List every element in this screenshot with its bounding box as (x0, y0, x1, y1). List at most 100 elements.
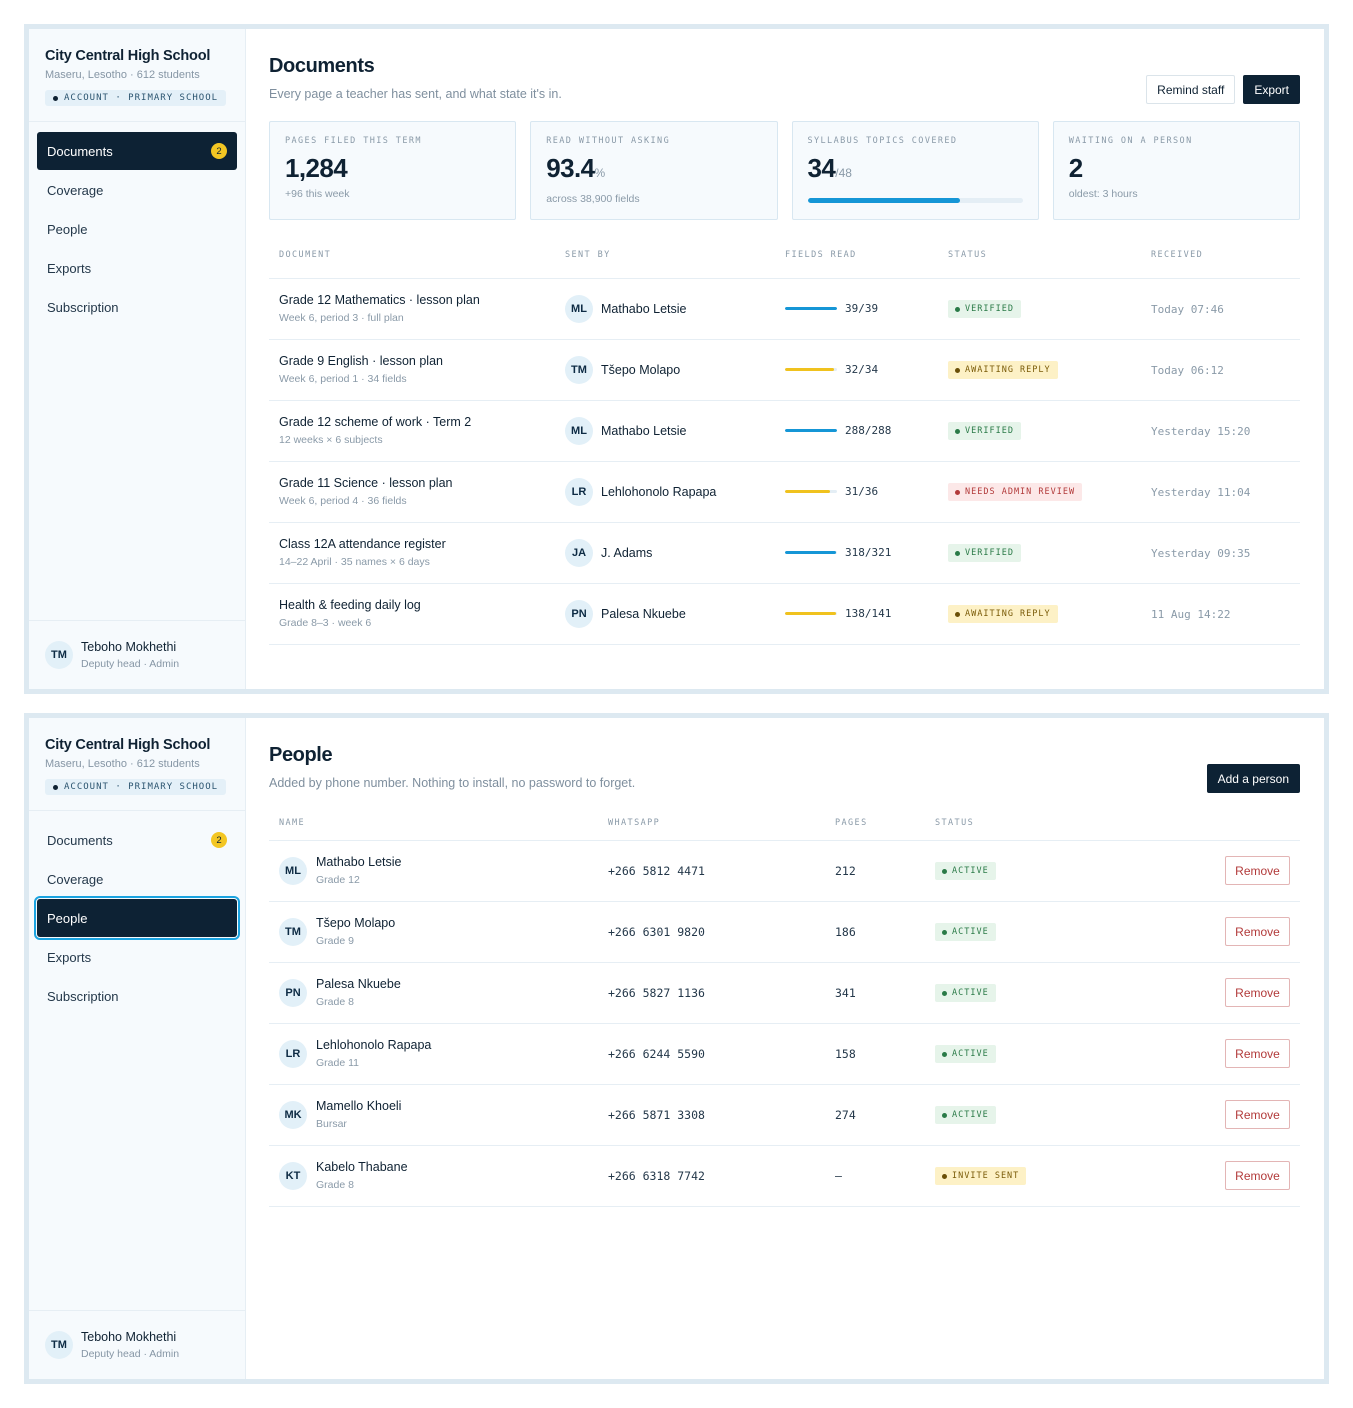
pages-count: – (835, 1168, 842, 1183)
sidebar-item-label: Documents (47, 143, 113, 159)
table-row[interactable]: Health & feeding daily log Grade 8–3 · we… (269, 583, 1300, 645)
user-role: Deputy head · Admin (81, 1348, 180, 1360)
document-name[interactable]: Grade 12 Mathematics · lesson plan (279, 293, 480, 307)
stat-sub: across 38,900 fields (546, 193, 640, 205)
document-name[interactable]: Health & feeding daily log (279, 598, 421, 612)
dot-icon (942, 868, 947, 874)
person-text: Palesa Nkuebe Grade 8 (316, 977, 401, 1008)
whatsapp-number: +266 6244 5590 (608, 1046, 705, 1061)
status-badge: ACTIVE (935, 1045, 996, 1064)
sidebar-item-label: Documents (47, 832, 113, 848)
fields-count: 31/36 (845, 485, 879, 498)
person: MK Mamello Khoeli Bursar (279, 1099, 598, 1130)
whatsapp-number: +266 5871 3308 (608, 1107, 705, 1122)
person: LR Lehlohonolo Rapapa Grade 11 (279, 1038, 598, 1069)
fields-bar-fill (785, 612, 836, 615)
sidebar-nav: Documents 2 Coverage People Exports Subsc… (29, 811, 245, 1026)
avatar: LR (565, 477, 593, 506)
school-header: City Central High School Maseru, Lesotho… (29, 718, 245, 811)
sidebar-item-exports[interactable]: Exports (37, 249, 237, 287)
actions-cell: Remove (1155, 840, 1300, 902)
status-badge: ACTIVE (935, 984, 996, 1003)
table-row[interactable]: Grade 12 scheme of work · Term 2 12 weeks… (269, 400, 1300, 462)
person-role: Grade 11 (316, 1057, 359, 1069)
remove-button[interactable]: Remove (1225, 978, 1290, 1007)
school-location: Maseru, Lesotho · 612 students (45, 69, 200, 81)
sender: LR Lehlohonolo Rapapa (565, 477, 775, 506)
sender-cell: ML Mathabo Letsie (555, 400, 775, 462)
sidebar-item-documents[interactable]: Documents 2 (37, 821, 237, 859)
table-row[interactable]: Grade 12 Mathematics · lesson plan Week 6… (269, 278, 1300, 340)
export-button[interactable]: Export (1243, 75, 1300, 104)
sidebar-item-label: Subscription (47, 299, 119, 315)
fields-count: 318/321 (845, 546, 892, 559)
dot-icon (955, 367, 960, 373)
sidebar-item-coverage[interactable]: Coverage (37, 171, 237, 209)
status-cell: VERIFIED (938, 400, 1141, 462)
document-name[interactable]: Grade 12 scheme of work · Term 2 (279, 415, 472, 429)
sidebar-item-subscription[interactable]: Subscription (37, 288, 237, 326)
person: TM Tšepo Molapo Grade 9 (279, 916, 598, 947)
sidebar-item-people[interactable]: People (37, 210, 237, 248)
person-role: Grade 9 (316, 935, 354, 947)
sender: PN Palesa Nkuebe (565, 599, 775, 628)
document-cell: Grade 9 English · lesson plan Week 6, per… (269, 339, 555, 401)
status-label: ACTIVE (952, 988, 989, 999)
remove-button[interactable]: Remove (1225, 917, 1290, 946)
document-name[interactable]: Grade 9 English · lesson plan (279, 354, 443, 368)
fields-count: 138/141 (845, 607, 892, 620)
sidebar-item-exports[interactable]: Exports (37, 938, 237, 976)
sender-cell: JA J. Adams (555, 522, 775, 584)
person-name: Lehlohonolo Rapapa (316, 1038, 432, 1052)
user-profile[interactable]: TM Teboho Mokhethi Deputy head · Admin (29, 620, 245, 689)
sidebar-item-people[interactable]: People (34, 896, 240, 940)
progress-fill (807, 198, 961, 203)
remove-button[interactable]: Remove (1225, 1100, 1290, 1129)
status-cell: NEEDS ADMIN REVIEW (938, 461, 1141, 523)
remind-staff-button[interactable]: Remind staff (1146, 75, 1236, 104)
sidebar-item-label: Coverage (47, 182, 104, 198)
documents-table: DOCUMENT SENT BY FIELDS READ STATUS RECE… (269, 232, 1300, 645)
remove-button[interactable]: Remove (1225, 1039, 1290, 1068)
column-header: STATUS (925, 807, 1155, 841)
document-detail: 14–22 April · 35 names × 6 days (279, 556, 430, 568)
received-cell: Yesterday 09:35 (1141, 522, 1300, 584)
dot-icon (942, 1112, 947, 1118)
table-row[interactable]: Class 12A attendance register 14–22 April… (269, 522, 1300, 584)
sender: TM Tšepo Molapo (565, 355, 775, 384)
status-label: VERIFIED (965, 426, 1014, 437)
remove-button[interactable]: Remove (1225, 856, 1290, 885)
received-cell: Yesterday 15:20 (1141, 400, 1300, 462)
fields-cell: 138/141 (775, 583, 938, 645)
add-person-button[interactable]: Add a person (1206, 764, 1300, 793)
table-row[interactable]: Grade 11 Science · lesson plan Week 6, pe… (269, 461, 1300, 523)
table-header: DOCUMENT SENT BY FIELDS READ STATUS RECE… (269, 232, 1300, 279)
fields-read: 318/321 (785, 546, 938, 559)
stat-card-pages-filed: PAGES FILED THIS TERM 1,284 +96 this wee… (269, 121, 517, 220)
sender-cell: ML Mathabo Letsie (555, 278, 775, 340)
person-text: Kabelo Thabane Grade 8 (316, 1160, 408, 1191)
table-row[interactable]: Grade 9 English · lesson plan Week 6, per… (269, 339, 1300, 401)
received-time: Yesterday 11:04 (1151, 485, 1251, 499)
dot-icon (955, 306, 960, 312)
sidebar-item-coverage[interactable]: Coverage (37, 860, 237, 898)
actions-cell: Remove (1155, 1023, 1300, 1085)
avatar: TM (45, 641, 73, 669)
whatsapp-number: +266 5827 1136 (608, 985, 705, 1000)
person-name: Palesa Nkuebe (316, 977, 401, 991)
document-name[interactable]: Class 12A attendance register (279, 537, 446, 551)
documents-main: Documents Every page a teacher has sent,… (246, 29, 1324, 689)
document-name[interactable]: Grade 11 Science · lesson plan (279, 476, 453, 490)
name-cell: ML Mathabo Letsie Grade 12 (269, 840, 598, 902)
page-subtitle: Added by phone number. Nothing to instal… (269, 776, 636, 790)
table-row: MK Mamello Khoeli Bursar +266 5871 3308 274 A… (269, 1084, 1300, 1146)
remove-button[interactable]: Remove (1225, 1161, 1290, 1190)
received-time: Yesterday 15:20 (1151, 424, 1251, 438)
dot-icon (942, 929, 947, 935)
sidebar-item-documents[interactable]: Documents 2 (37, 132, 237, 170)
received-cell: Today 06:12 (1141, 339, 1300, 401)
sidebar-item-subscription[interactable]: Subscription (37, 977, 237, 1015)
user-profile[interactable]: TM Teboho Mokhethi Deputy head · Admin (29, 1310, 245, 1379)
person: PN Palesa Nkuebe Grade 8 (279, 977, 598, 1008)
table-row: ML Mathabo Letsie Grade 12 +266 5812 4471 21… (269, 840, 1300, 902)
